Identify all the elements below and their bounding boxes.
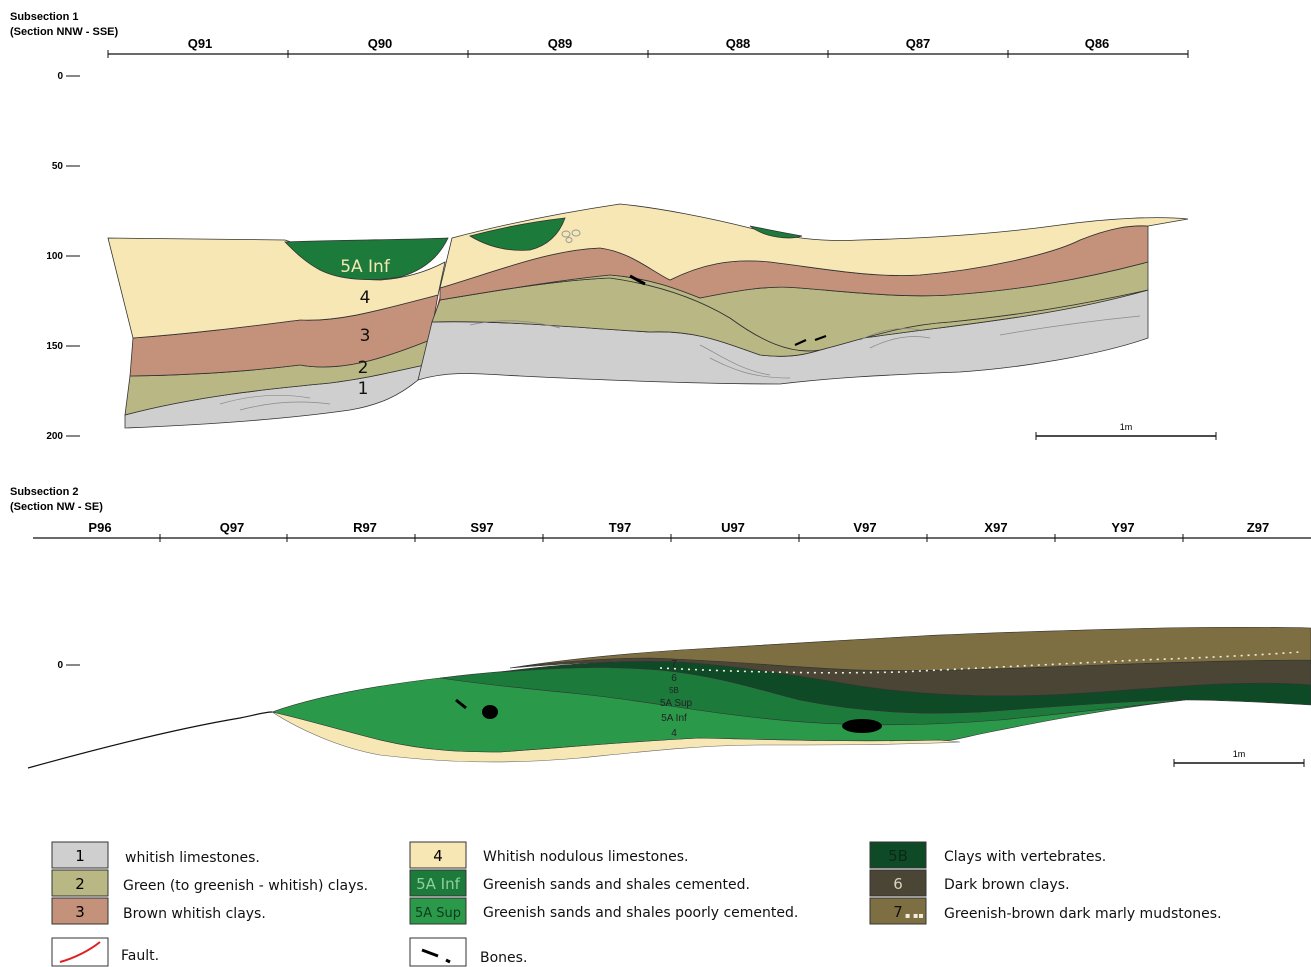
legend-swatch-bones	[409, 937, 467, 967]
s1-label-5a-inf: 5A Inf	[340, 257, 391, 277]
legend-label-4: Whitish nodulous limestones.	[483, 849, 688, 865]
legend-swatch-1	[51, 841, 109, 869]
legend-label-1: whitish limestones.	[125, 850, 260, 866]
s1-depth-tick-100: 100	[46, 251, 63, 262]
s2-layer-7	[509, 626, 1311, 671]
legend-swatch-5a-sup	[409, 897, 467, 925]
s2-label-4: 4	[671, 728, 677, 739]
legend-bones-icon	[421, 948, 439, 958]
legend-label-fault: Fault.	[121, 948, 159, 964]
s1-label-1: 1	[358, 379, 369, 399]
s2-column-v97: V97	[853, 520, 876, 535]
legend-code-5b: 5B	[888, 847, 908, 865]
s1-column-q87: Q87	[906, 36, 931, 51]
legend-swatch-4	[409, 841, 467, 869]
s1-column-q91: Q91	[188, 36, 213, 51]
legend-swatch-5b	[869, 841, 927, 869]
legend-label-3: Brown whitish clays.	[123, 906, 266, 922]
s2-label-6: 6	[671, 673, 677, 684]
legend-code-5a-sup: 5A Sup	[415, 906, 461, 921]
legend-swatch-2	[51, 869, 109, 897]
legend-swatch-3	[51, 897, 109, 925]
s1-label-2: 2	[358, 358, 369, 378]
s2-bones	[455, 698, 882, 733]
s2-column-z97: Z97	[1247, 520, 1269, 535]
s2-column-y97: Y97	[1111, 520, 1134, 535]
legend-code-5a-inf: 5A Inf	[416, 875, 461, 893]
s1-column-q88: Q88	[726, 36, 751, 51]
s1-depth-tick-50: 50	[52, 161, 64, 172]
s1-layer-5a-inf-lens-3	[749, 225, 803, 239]
s2-column-t97: T97	[609, 520, 631, 535]
s1-column-q90: Q90	[368, 36, 393, 51]
legend-swatch-6	[869, 869, 927, 897]
legend-swatch-7-dots: ▪ ▪▪	[905, 911, 924, 920]
s1-layer-5a-inf-lens-2	[468, 217, 566, 251]
s2-column-u97: U97	[721, 520, 745, 535]
legend-label-2: Green (to greenish - whitish) clays.	[123, 878, 368, 894]
legend-code-1: 1	[75, 847, 85, 865]
subsection1-subtitle: (Section NNW - SSE)	[10, 26, 119, 38]
s1-scale-label: 1m	[1120, 422, 1133, 432]
legend-label-5a-sup: Greenish sands and shales poorly cemente…	[483, 905, 798, 921]
s1-label-4: 4	[360, 288, 371, 308]
s1-depth-tick-0: 0	[57, 71, 63, 82]
subsection2-title: Subsection 2	[10, 486, 78, 498]
legend-swatch-7	[869, 897, 927, 925]
subsection1-right-block	[417, 203, 1189, 385]
s2-column-q97: Q97	[220, 520, 245, 535]
s2-column-r97: R97	[353, 520, 377, 535]
s1-label-3: 3	[360, 326, 371, 346]
subsection2-column-ruler	[33, 534, 1311, 542]
legend-label-5b: Clays with vertebrates.	[944, 849, 1106, 865]
subsection2-subtitle: (Section NW - SE)	[10, 501, 103, 513]
s2-depth-tick-0: 0	[57, 660, 63, 671]
s2-scale-label: 1m	[1233, 749, 1246, 759]
legend-code-6: 6	[893, 875, 903, 893]
legend-label-6: Dark brown clays.	[944, 877, 1070, 893]
s2-column-p96: P96	[88, 520, 111, 535]
legend-code-2: 2	[75, 875, 85, 893]
s1-layer-5a-inf-lens	[284, 237, 449, 280]
legend-fault-icon	[59, 941, 101, 963]
s2-column-x97: X97	[984, 520, 1007, 535]
legend-label-5a-inf: Greenish sands and shales cemented.	[483, 877, 750, 893]
legend-label-7: Greenish-brown dark marly mudstones.	[944, 906, 1222, 922]
subsection1-title: Subsection 1	[10, 11, 78, 23]
legend-label-bones: Bones.	[480, 950, 527, 966]
s2-scale-bar	[1173, 759, 1305, 767]
s1-depth-tick-200: 200	[46, 431, 63, 442]
subsection1-depth-axis	[66, 75, 80, 437]
s1-limestone-texture	[219, 315, 1141, 411]
legend-swatch-5a-inf	[409, 869, 467, 897]
s2-label-5a-sup: 5A Sup	[660, 698, 693, 709]
legend-code-7: 7	[893, 903, 903, 921]
legend-code-4: 4	[433, 847, 443, 865]
s2-label-5b: 5B	[669, 686, 679, 695]
legend: 1 whitish limestones. 2 Green (to greeni…	[51, 841, 1222, 967]
subsection1-column-ruler	[107, 50, 1189, 58]
s1-depth-tick-150: 150	[46, 341, 63, 352]
subsection1-left-block	[107, 237, 449, 429]
s1-scale-bar	[1035, 432, 1217, 440]
s1-layer-4-right	[439, 203, 1189, 289]
s2-label-5a-inf: 5A Inf	[661, 713, 687, 724]
s2-layer-7-dots	[659, 651, 1301, 674]
s1-bones	[561, 229, 827, 347]
legend-code-3: 3	[75, 903, 85, 921]
s2-label-7: 7	[671, 659, 677, 670]
s2-ground-profile	[27, 711, 273, 769]
s1-column-q89: Q89	[548, 36, 573, 51]
s2-column-s97: S97	[470, 520, 493, 535]
s1-column-q86: Q86	[1085, 36, 1110, 51]
